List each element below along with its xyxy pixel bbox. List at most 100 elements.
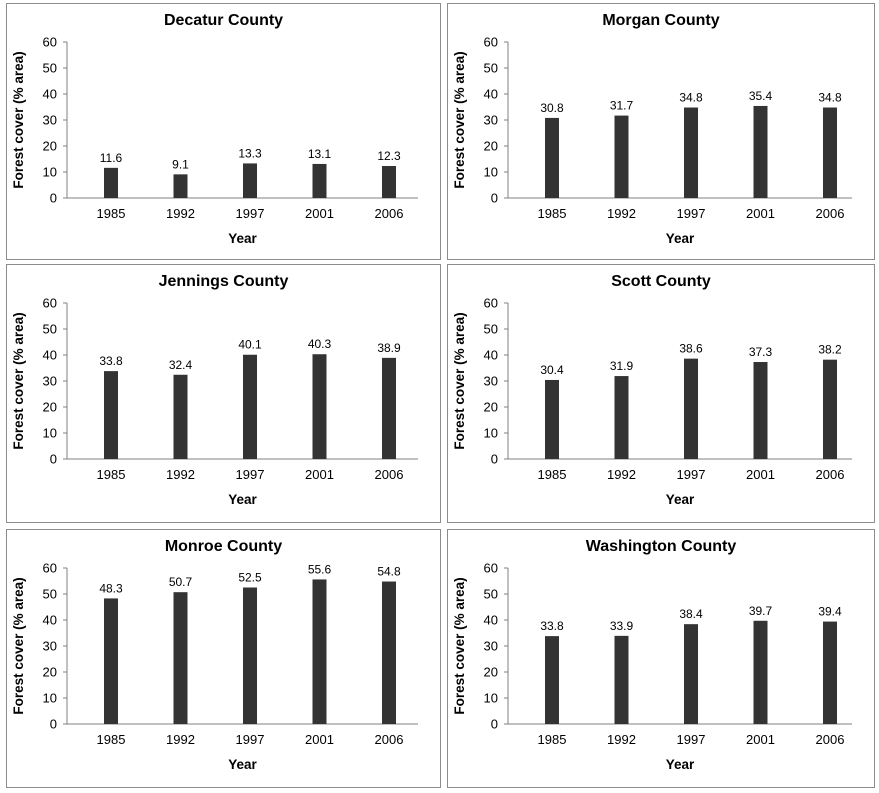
x-tick-label: 2006 — [816, 467, 845, 482]
bar-2001 — [753, 105, 768, 198]
data-label: 11.6 — [100, 151, 123, 165]
y-tick-label: 50 — [43, 587, 57, 602]
x-tick-label: 1985 — [538, 732, 567, 747]
y-tick-label: 50 — [43, 322, 57, 337]
x-tick-label: 1997 — [236, 206, 265, 221]
x-tick-label: 1985 — [538, 467, 567, 482]
chart-panel-scott: Scott County 0 10 20 30 40 50 60 30.4 1985 31.9 199… — [447, 264, 875, 523]
bar-2001 — [312, 163, 327, 198]
chart-title: Decatur County — [164, 12, 283, 29]
y-axis-label: Forest cover (% area) — [452, 577, 467, 714]
y-tick-label: 10 — [43, 426, 57, 441]
data-label: 48.3 — [99, 581, 123, 595]
bar-1985 — [104, 167, 118, 198]
y-axis-label: Forest cover (% area) — [452, 312, 467, 449]
y-tick-label: 30 — [43, 113, 57, 128]
y-tick-label: 0 — [491, 452, 498, 467]
y-tick-label: 50 — [484, 61, 498, 76]
y-tick-label: 10 — [484, 426, 498, 441]
data-label: 30.4 — [540, 363, 564, 377]
bar-1985 — [104, 598, 118, 724]
y-tick-label: 60 — [43, 561, 57, 576]
x-tick-label: 1985 — [538, 206, 567, 221]
bar-1992 — [614, 115, 629, 198]
y-axis-label: Forest cover (% area) — [11, 577, 26, 714]
x-tick-label: 1985 — [97, 732, 126, 747]
bar-2006 — [823, 359, 837, 459]
x-tick-label: 1992 — [607, 732, 636, 747]
bar-2006 — [823, 621, 837, 724]
bar-1985 — [104, 371, 118, 459]
y-tick-label: 40 — [43, 87, 57, 102]
data-label: 33.8 — [540, 619, 564, 633]
x-tick-label: 1997 — [677, 206, 706, 221]
bar-1992 — [614, 635, 629, 724]
data-label: 34.8 — [818, 91, 842, 105]
y-tick-label: 60 — [484, 561, 498, 576]
data-label: 50.7 — [169, 575, 193, 589]
bar-1992 — [173, 174, 188, 198]
x-axis-label: Year — [666, 231, 695, 246]
chart-svg: Morgan County 0 10 20 30 40 50 60 30.8 1985 31.7 19… — [452, 12, 852, 246]
x-tick-label: 2001 — [305, 206, 334, 221]
y-tick-label: 20 — [484, 665, 498, 680]
y-tick-label: 60 — [43, 35, 57, 50]
bar-1997 — [684, 358, 698, 459]
data-label: 40.1 — [238, 338, 262, 352]
x-tick-label: 2006 — [375, 467, 404, 482]
chart-title: Jennings County — [159, 273, 289, 290]
chart-panel-monroe: Monroe County 0 10 20 30 40 50 60 48.3 1985 50.7 19… — [6, 529, 441, 788]
data-label: 9.1 — [172, 157, 189, 171]
bar-1985 — [545, 636, 559, 724]
x-tick-label: 1997 — [236, 467, 265, 482]
x-tick-label: 1997 — [236, 732, 265, 747]
bar-2001 — [312, 579, 327, 724]
bar-2006 — [382, 357, 396, 459]
bar-1997 — [243, 354, 257, 459]
chart-panel-decatur: Decatur County 0 10 20 30 40 50 60 11.6 1985 9.1 19… — [6, 3, 441, 260]
x-tick-label: 2006 — [375, 732, 404, 747]
bar-2006 — [382, 581, 396, 724]
y-tick-label: 0 — [50, 717, 57, 732]
data-label: 12.3 — [377, 149, 401, 163]
data-label: 31.9 — [610, 359, 634, 373]
y-axis-label: Forest cover (% area) — [452, 51, 467, 188]
y-tick-label: 60 — [484, 296, 498, 311]
y-tick-label: 40 — [484, 87, 498, 102]
bar-1997 — [684, 624, 698, 724]
bar-2006 — [823, 107, 837, 198]
y-tick-label: 30 — [484, 113, 498, 128]
x-tick-label: 1992 — [166, 732, 195, 747]
x-tick-label: 2006 — [816, 206, 845, 221]
y-tick-label: 0 — [50, 452, 57, 467]
bar-2006 — [382, 166, 396, 198]
y-tick-label: 40 — [484, 348, 498, 363]
y-tick-label: 50 — [484, 322, 498, 337]
bar-1992 — [173, 592, 188, 724]
y-tick-label: 30 — [484, 374, 498, 389]
data-label: 40.3 — [308, 337, 332, 351]
data-label: 35.4 — [749, 89, 773, 103]
x-axis-label: Year — [228, 492, 257, 507]
data-label: 33.9 — [610, 619, 634, 633]
chart-title: Monroe County — [165, 538, 282, 555]
data-label: 30.8 — [540, 101, 564, 115]
bar-1985 — [545, 117, 559, 198]
data-label: 38.2 — [818, 343, 842, 357]
y-tick-label: 20 — [43, 139, 57, 154]
data-label: 34.8 — [679, 91, 703, 105]
chart-svg: Jennings County 0 10 20 30 40 50 60 33.8 1985 32.4… — [11, 273, 418, 507]
data-label: 52.5 — [238, 571, 262, 585]
chart-svg: Washington County 0 10 20 30 40 50 60 33.8 1985 33… — [452, 538, 852, 772]
x-tick-label: 2001 — [305, 732, 334, 747]
y-tick-label: 0 — [491, 191, 498, 206]
data-label: 54.8 — [377, 565, 401, 579]
x-tick-label: 2001 — [746, 467, 775, 482]
x-tick-label: 1997 — [677, 467, 706, 482]
chart-title: Scott County — [611, 273, 711, 290]
y-axis-label: Forest cover (% area) — [11, 51, 26, 188]
x-tick-label: 1992 — [166, 467, 195, 482]
y-tick-label: 60 — [484, 35, 498, 50]
x-tick-label: 2006 — [816, 732, 845, 747]
bar-1985 — [545, 379, 559, 459]
